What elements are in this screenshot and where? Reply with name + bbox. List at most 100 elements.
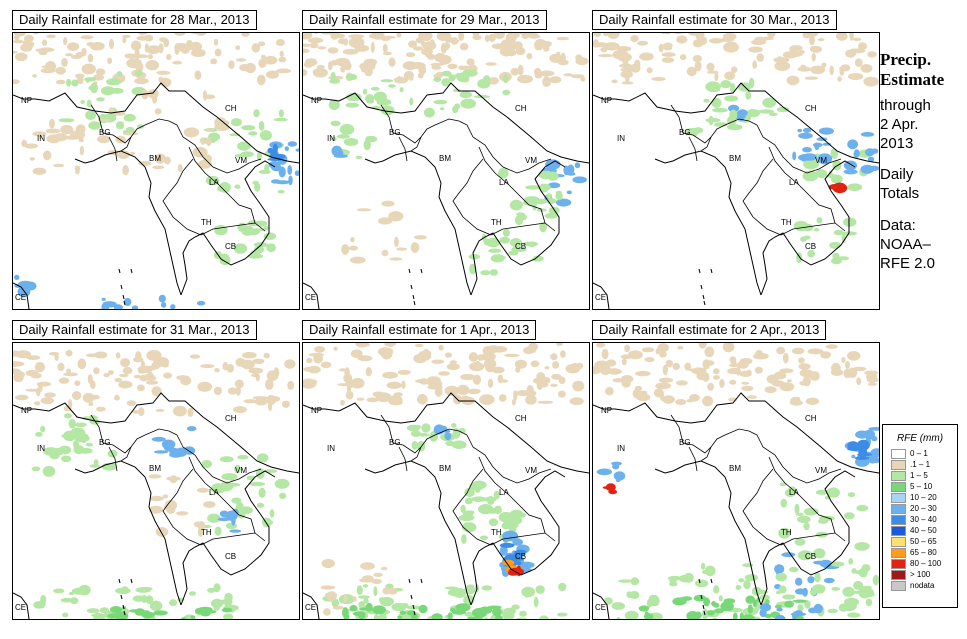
rainfall-patch bbox=[797, 66, 812, 72]
rainfall-patch bbox=[776, 607, 783, 612]
rainfall-patch bbox=[794, 538, 806, 546]
rainfall-patch bbox=[381, 249, 389, 257]
rainfall-patch bbox=[205, 128, 214, 132]
rainfall-patch bbox=[284, 146, 289, 152]
rainfall-patch bbox=[53, 588, 65, 594]
rainfall-patch bbox=[231, 118, 242, 127]
country-border bbox=[756, 434, 842, 484]
rainfall-patch bbox=[804, 600, 811, 609]
rainfall-patch bbox=[363, 139, 371, 151]
country-label-ch: CH bbox=[515, 414, 527, 423]
rainfall-patch bbox=[596, 343, 606, 348]
rainfall-patch bbox=[774, 614, 786, 619]
rainfall-patch bbox=[196, 300, 206, 306]
rainfall-patch bbox=[284, 359, 296, 369]
coastline bbox=[654, 460, 762, 606]
rainfall-patch bbox=[479, 394, 495, 405]
country-label-bm: BM bbox=[439, 154, 451, 163]
rainfall-patch bbox=[649, 595, 660, 607]
rainfall-patch bbox=[380, 79, 394, 83]
rainfall-patch bbox=[854, 456, 870, 460]
country-label-bg: BG bbox=[99, 438, 111, 447]
data-label: Data: bbox=[880, 217, 916, 234]
rainfall-patch bbox=[162, 362, 169, 368]
rainfall-patch bbox=[205, 137, 212, 147]
rainfall-patch bbox=[109, 38, 114, 50]
rainfall-patch bbox=[817, 589, 824, 594]
coastline bbox=[654, 150, 762, 296]
rainfall-patch bbox=[137, 33, 148, 36]
rainfall-patch bbox=[237, 454, 249, 460]
rainfall-patch bbox=[42, 39, 48, 46]
rainfall-patch bbox=[866, 377, 879, 383]
rainfall-patch bbox=[695, 33, 705, 41]
rainfall-patch bbox=[765, 599, 770, 605]
rainfall-patch bbox=[287, 165, 293, 175]
rainfall-patch bbox=[744, 574, 758, 582]
rainfall-patch bbox=[214, 368, 220, 373]
country-label-vm: VM bbox=[525, 466, 537, 475]
rainfall-patch bbox=[509, 238, 522, 248]
rainfall-patch bbox=[679, 54, 687, 61]
rainfall-patch bbox=[762, 36, 774, 41]
rainfall-patch bbox=[65, 349, 73, 357]
rainfall-patch bbox=[684, 362, 692, 371]
rainfall-patch bbox=[450, 37, 459, 45]
rainfall-patch bbox=[675, 399, 687, 405]
rainfall-patch bbox=[525, 185, 542, 190]
rainfall-patch bbox=[853, 580, 864, 590]
rainfall-patch bbox=[162, 494, 169, 499]
rainfall-patch bbox=[414, 343, 424, 348]
rainfall-patch bbox=[764, 386, 777, 394]
rainfall-patch bbox=[780, 498, 788, 508]
panel-title: Daily Rainfall estimate for 29 Mar., 201… bbox=[302, 10, 547, 30]
country-label-bm: BM bbox=[729, 464, 741, 473]
product-description: Precip. Estimate through 2 Apr. 2013 Dai… bbox=[880, 50, 967, 273]
rainfall-patch bbox=[350, 237, 355, 243]
rainfall-patch bbox=[202, 90, 208, 101]
rainfall-patch bbox=[133, 374, 142, 379]
rainfall-patch bbox=[856, 504, 869, 512]
rainfall-patch bbox=[156, 70, 171, 75]
end-year: 2013 bbox=[880, 135, 914, 152]
island bbox=[412, 604, 415, 610]
rainfall-map: NP IN BG CH BM VM LA TH CB CE bbox=[12, 342, 300, 620]
rainfall-patch bbox=[409, 97, 414, 106]
rainfall-patch bbox=[727, 367, 741, 375]
rainfall-patch bbox=[488, 33, 496, 42]
panel-title: Daily Rainfall estimate for 2 Apr., 2013 bbox=[592, 320, 827, 340]
rainfall-patch bbox=[241, 33, 250, 37]
rainfall-patch bbox=[365, 367, 372, 377]
rainfall-patch bbox=[504, 353, 520, 358]
rainfall-patch bbox=[444, 385, 460, 396]
rainfall-patch bbox=[159, 37, 168, 43]
rainfall-patch bbox=[752, 599, 757, 608]
rainfall-patch bbox=[45, 128, 61, 134]
country-label-np: NP bbox=[311, 96, 322, 105]
rainfall-patch bbox=[526, 388, 534, 399]
rainfall-patch bbox=[829, 241, 841, 249]
rainfall-patch bbox=[151, 436, 166, 442]
rainfall-patch bbox=[732, 612, 738, 619]
rainfall-patch bbox=[208, 132, 221, 142]
rainfall-patch bbox=[263, 232, 277, 240]
rainfall-patch bbox=[549, 618, 559, 619]
country-label-cb: CB bbox=[225, 552, 236, 561]
rainfall-patch bbox=[74, 380, 81, 386]
rainfall-patch bbox=[843, 217, 857, 227]
rainfall-patch bbox=[306, 379, 318, 384]
country-label-th: TH bbox=[491, 218, 502, 227]
rainfall-patch bbox=[275, 39, 285, 46]
rainfall-patch bbox=[454, 103, 461, 110]
rainfall-patch bbox=[871, 148, 879, 154]
rainfall-patch bbox=[267, 520, 274, 525]
rainfall-patch bbox=[511, 604, 520, 610]
rainfall-patch bbox=[264, 55, 278, 65]
rainfall-patch bbox=[135, 70, 143, 76]
rainfall-patch bbox=[769, 112, 778, 117]
rainfall-patch bbox=[832, 252, 840, 260]
rainfall-patch bbox=[665, 359, 673, 368]
rainfall-patch bbox=[358, 595, 370, 599]
rainfall-patch bbox=[214, 526, 222, 536]
rainfall-patch bbox=[71, 391, 82, 400]
